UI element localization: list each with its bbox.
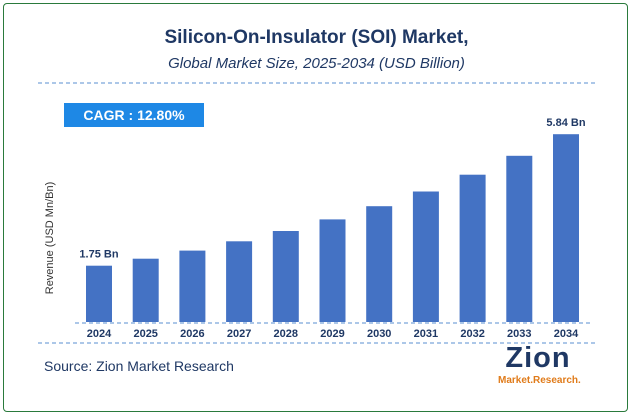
bar-2027: [226, 241, 253, 322]
bar-2030: [366, 206, 393, 322]
x-tick-label: 2026: [180, 328, 204, 340]
bar-2024: [86, 265, 112, 322]
x-tick-label: 2030: [367, 328, 391, 340]
chart-title: Silicon-On-Insulator (SOI) Market,: [164, 27, 469, 48]
bar-2025: [132, 258, 159, 322]
bar-2032: [459, 174, 486, 322]
logo-wordmark: Zion: [505, 342, 571, 374]
x-tick-label: 2029: [320, 328, 344, 340]
x-tick-label: 2027: [227, 328, 251, 340]
y-axis-label: Revenue (USD Mn/Bn): [44, 182, 56, 295]
bar-2034: [553, 134, 579, 322]
x-tick-label: 2031: [414, 328, 438, 340]
bar-2029: [319, 219, 346, 322]
source-note: Source: Zion Market Research: [44, 358, 234, 374]
x-tick-label: 2034: [554, 328, 579, 340]
x-tick-label: 2025: [133, 328, 157, 340]
logo-tagline: Market.Research.: [498, 375, 581, 386]
data-label: 1.75 Bn: [79, 249, 118, 261]
data-label: 5.84 Bn: [546, 117, 585, 129]
x-tick-label: 2024: [87, 328, 112, 340]
bar-2033: [506, 155, 533, 322]
cagr-badge: CAGR : 12.80%: [64, 103, 204, 127]
x-tick-label: 2032: [460, 328, 484, 340]
bar-2026: [179, 250, 206, 322]
bar-2031: [412, 191, 439, 322]
x-tick-label: 2033: [507, 328, 531, 340]
bar-2028: [272, 231, 299, 322]
x-tick-label: 2028: [274, 328, 298, 340]
zion-logo: Zion Market.Research.: [498, 342, 581, 392]
chart-subtitle: Global Market Size, 2025-2034 (USD Billi…: [168, 55, 465, 72]
